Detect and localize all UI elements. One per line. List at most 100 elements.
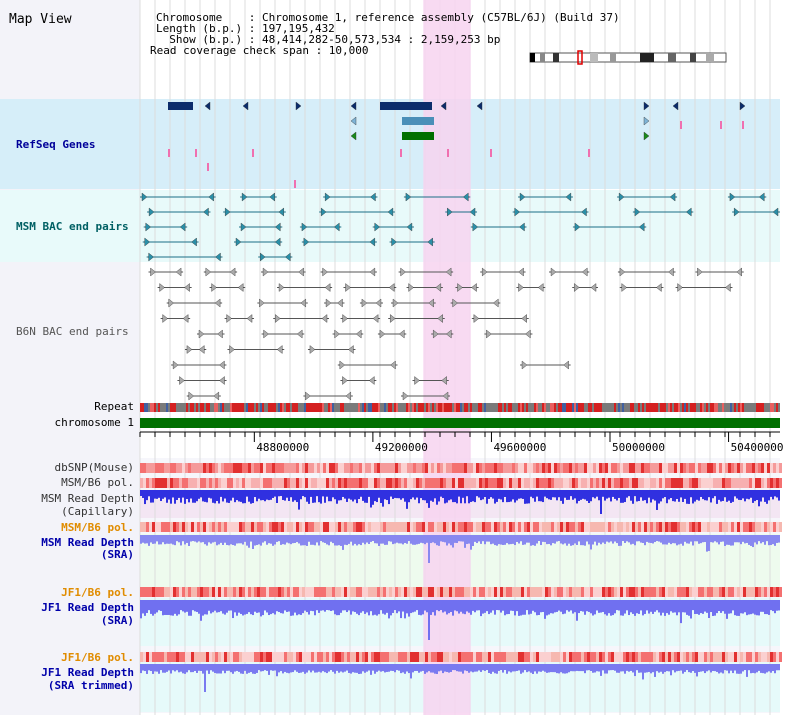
msm-bac-end[interactable] [469,207,476,217]
msm-bac-end[interactable] [278,207,284,217]
b6n-bac-end[interactable] [334,329,340,339]
msm-bac-end[interactable] [148,207,155,217]
b6n-bac-end[interactable] [486,329,492,339]
b6n-bac-end[interactable] [677,283,683,292]
b6n-bac-end[interactable] [355,329,362,339]
b6n-bac-end[interactable] [213,391,220,401]
msm-bac-end[interactable] [285,252,291,262]
b6n-bac-end[interactable] [563,360,569,370]
msm-bac-end[interactable] [144,237,151,247]
msm-bac-end[interactable] [369,237,376,247]
msm-bac-end[interactable] [472,222,479,232]
b6n-bac-end[interactable] [188,391,195,401]
b6n-bac-end[interactable] [518,283,524,292]
b6n-bac-end[interactable] [621,283,628,292]
b6n-bac-end[interactable] [296,329,303,339]
msm-bac-end[interactable] [241,192,248,202]
b6n-bac-end[interactable] [342,376,348,385]
b6n-bac-end[interactable] [229,267,236,277]
b6n-bac-end[interactable] [150,267,156,277]
b6n-bac-end[interactable] [525,329,531,339]
refseq-gene[interactable] [204,101,211,111]
b6n-bac-end[interactable] [276,345,283,354]
b6n-bac-end[interactable] [325,298,332,308]
refseq-gene[interactable] [643,131,650,141]
refseq-gene[interactable] [350,131,357,141]
b6n-bac-end[interactable] [229,345,235,354]
b6n-bac-end[interactable] [175,267,182,277]
b6n-bac-end[interactable] [278,283,285,292]
refseq-gene[interactable] [168,102,193,110]
b6n-bac-end[interactable] [537,283,544,292]
b6n-bac-end[interactable] [219,376,225,385]
refseq-gene[interactable] [402,132,434,140]
b6n-bac-end[interactable] [433,329,439,339]
b6n-bac-end[interactable] [372,314,379,323]
refseq-gene[interactable] [295,101,302,111]
b6n-bac-end[interactable] [452,298,458,308]
b6n-bac-end[interactable] [521,314,527,323]
b6n-bac-end[interactable] [337,298,343,308]
msm-bac-end[interactable] [618,192,625,202]
b6n-bac-end[interactable] [186,345,193,354]
b6n-bac-end[interactable] [481,267,488,277]
msm-bac-end[interactable] [145,222,152,232]
b6n-bac-end[interactable] [214,298,221,308]
b6n-bac-end[interactable] [339,360,346,370]
b6n-bac-end[interactable] [205,267,212,277]
b6n-bac-end[interactable] [198,329,205,339]
b6n-bac-end[interactable] [390,360,396,370]
msm-bac-end[interactable] [191,237,197,247]
refseq-gene[interactable] [242,101,249,111]
b6n-bac-end[interactable] [298,267,304,277]
b6n-bac-end[interactable] [697,267,703,277]
refseq-gene[interactable] [739,101,746,111]
b6n-bac-end[interactable] [263,329,269,339]
b6n-bac-end[interactable] [309,345,316,354]
msm-bac-end[interactable] [391,237,397,247]
refseq-gene[interactable] [402,117,434,125]
b6n-bac-end[interactable] [246,314,253,323]
b6n-bac-end[interactable] [725,283,731,292]
b6n-bac-end[interactable] [492,298,499,308]
b6n-bac-end[interactable] [342,314,348,323]
b6n-bac-end[interactable] [619,267,626,277]
b6n-bac-end[interactable] [550,267,557,277]
msm-bac-end[interactable] [519,222,525,232]
refseq-gene[interactable] [476,101,483,111]
b6n-bac-end[interactable] [521,360,528,370]
b6n-bac-end[interactable] [668,267,674,277]
b6n-bac-end[interactable] [435,283,442,292]
b6n-bac-end[interactable] [237,283,244,292]
msm-bac-end[interactable] [303,237,310,247]
b6n-bac-end[interactable] [179,376,185,385]
msm-bac-end[interactable] [274,222,281,232]
b6n-bac-end[interactable] [445,267,452,277]
b6n-bac-end[interactable] [441,376,447,385]
b6n-bac-end[interactable] [348,345,354,354]
msm-bac-end[interactable] [514,207,521,217]
refseq-gene[interactable] [643,101,650,111]
msm-bac-end[interactable] [224,207,231,217]
b6n-bac-end[interactable] [182,314,189,323]
b6n-bac-end[interactable] [217,329,223,339]
msm-bac-end[interactable] [235,237,242,247]
msm-bac-end[interactable] [333,222,340,232]
msm-bac-end[interactable] [203,207,209,217]
b6n-bac-end[interactable] [398,329,405,339]
msm-bac-end[interactable] [215,252,221,262]
b6n-bac-end[interactable] [473,314,480,323]
b6n-bac-end[interactable] [400,267,406,277]
msm-bac-end[interactable] [301,222,308,232]
b6n-bac-end[interactable] [369,376,375,385]
b6n-bac-end[interactable] [736,267,742,277]
b6n-bac-end[interactable] [581,267,588,277]
refseq-gene[interactable] [643,116,650,126]
refseq-gene[interactable] [440,101,447,111]
b6n-bac-end[interactable] [162,314,168,323]
b6n-bac-end[interactable] [262,267,269,277]
b6n-bac-end[interactable] [168,298,175,308]
msm-bac-end[interactable] [733,207,740,217]
b6n-bac-end[interactable] [159,283,165,292]
msm-bac-end[interactable] [574,222,581,232]
